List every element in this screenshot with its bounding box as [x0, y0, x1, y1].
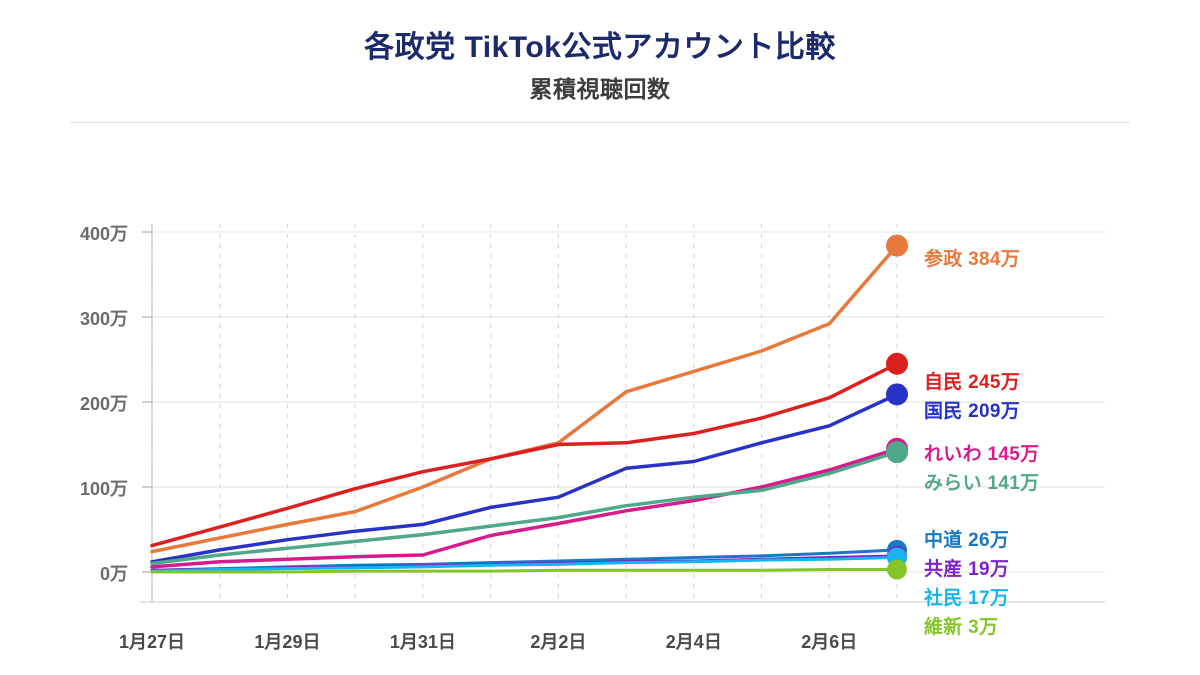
grid-lines [151, 224, 1105, 602]
series-line-7 [150, 556, 899, 573]
y-axis-tick-label: 0万 [99, 564, 128, 584]
axis-lines [140, 224, 1105, 603]
series-end-label-参政: 参政 384万 [924, 249, 1021, 270]
header-divider [70, 122, 1130, 123]
series-end-label-維新: 維新 3万 [924, 617, 999, 638]
x-axis-tick-label: 2月4日 [665, 632, 722, 652]
series-end-label-中道: 中道 26万 [924, 530, 1010, 551]
series-line-2 [150, 392, 899, 564]
page-title: 各政党 TikTok公式アカウント比較 [364, 31, 836, 64]
series-line-4 [150, 450, 899, 566]
series-lines [150, 243, 899, 574]
series-end-label-共産: 共産 19万 [924, 559, 1010, 580]
series-line-3 [150, 447, 899, 569]
series-end-label-みらい: みらい 141万 [924, 473, 1040, 494]
series-line-8 [150, 568, 899, 574]
endpoint-marker-1 [886, 352, 908, 375]
endpoint-marker-0 [886, 234, 908, 257]
x-axis-tick-label: 2月6日 [801, 632, 858, 652]
series-line-1 [150, 362, 899, 548]
endpoint-marker-8 [887, 559, 907, 580]
endpoint-marker-2 [886, 383, 908, 406]
endpoint-marker-4 [886, 441, 908, 464]
x-axis-tick-label: 2月2日 [530, 632, 587, 652]
series-end-label-れいわ: れいわ 145万 [924, 444, 1040, 465]
y-axis-tick-label: 200万 [79, 394, 128, 414]
series-end-label-社民: 社民 17万 [924, 588, 1010, 609]
series-line-0 [150, 243, 899, 554]
x-axis-tick-label: 1月27日 [118, 632, 186, 652]
x-axis-tick-label: 1月29日 [254, 632, 321, 652]
series-end-label-国民: 国民 209万 [924, 401, 1021, 422]
series-end-label-自民: 自民 245万 [924, 372, 1021, 393]
y-axis-tick-label: 400万 [79, 224, 128, 244]
page-subtitle: 累積視聴回数 [529, 76, 671, 102]
y-axis-tick-label: 100万 [79, 479, 128, 499]
y-axis-tick-label: 300万 [79, 309, 128, 329]
endpoint-markers [886, 234, 908, 580]
x-axis-tick-label: 1月31日 [389, 632, 456, 652]
